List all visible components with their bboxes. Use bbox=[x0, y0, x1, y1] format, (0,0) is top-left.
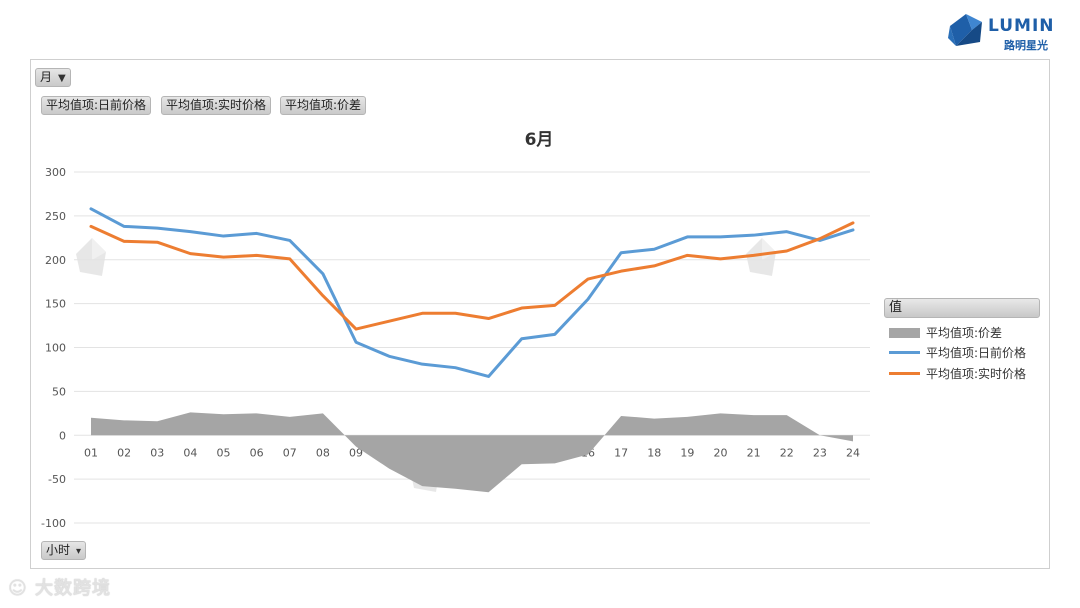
series-button-day-ahead[interactable]: 平均值项:日前价格 bbox=[41, 96, 152, 115]
x-tick-label: 22 bbox=[780, 446, 794, 459]
lumin-watermarks bbox=[76, 238, 776, 492]
brand-subtitle: 路明星光 bbox=[1004, 39, 1048, 52]
legend-swatch bbox=[889, 351, 920, 354]
x-tick-label: 04 bbox=[183, 446, 197, 459]
hour-filter-button[interactable]: 小时 ▾ bbox=[41, 541, 87, 560]
series-area-spread bbox=[91, 412, 853, 493]
hour-filter-label: 小时 bbox=[46, 543, 71, 557]
legend-label: 平均值项:日前价格 bbox=[926, 346, 1027, 360]
month-filter-button[interactable]: 月 ▼ bbox=[35, 68, 71, 87]
x-tick-label: 07 bbox=[283, 446, 297, 459]
legend-title[interactable]: 值 bbox=[884, 298, 1040, 318]
x-tick-label: 20 bbox=[713, 446, 727, 459]
x-tick-label: 03 bbox=[150, 446, 164, 459]
legend-label: 平均值项:价差 bbox=[926, 326, 1003, 340]
month-filter-label: 月 bbox=[40, 70, 53, 84]
y-tick-label: -50 bbox=[48, 473, 66, 486]
x-tick-label: 18 bbox=[647, 446, 661, 459]
y-tick-label: 0 bbox=[59, 429, 66, 442]
y-axis-ticks: -100 -50 0 50 100 150 200 250 300 bbox=[41, 166, 66, 530]
watermark-icon: ☺ bbox=[8, 578, 28, 599]
series-button-label: 平均值项:价差 bbox=[285, 98, 362, 112]
pivot-chart-frame bbox=[30, 59, 1050, 569]
dropdown-icon: ▾ bbox=[76, 546, 82, 557]
series-line-day-ahead bbox=[89, 207, 855, 378]
chart-title: 6月 bbox=[525, 130, 554, 150]
filter-icon: ▼ bbox=[58, 73, 66, 84]
x-tick-label: 02 bbox=[117, 446, 131, 459]
y-tick-label: -100 bbox=[41, 517, 66, 530]
y-tick-label: 150 bbox=[45, 298, 66, 311]
watermark-text: 大数跨境 bbox=[35, 578, 112, 599]
x-tick-label: 06 bbox=[250, 446, 264, 459]
legend-swatch bbox=[889, 372, 920, 375]
brand-logo: LUMIN 路明星光 bbox=[946, 12, 1056, 52]
y-tick-label: 100 bbox=[45, 342, 66, 355]
brand-name: LUMIN bbox=[988, 16, 1055, 36]
watermark-bottom-left: ☺ 大数跨境 bbox=[8, 574, 111, 602]
legend-swatch bbox=[889, 328, 920, 338]
series-button-spread[interactable]: 平均值项:价差 bbox=[280, 96, 367, 115]
x-tick-label: 24 bbox=[846, 446, 860, 459]
y-tick-label: 200 bbox=[45, 254, 66, 267]
y-tick-label: 250 bbox=[45, 210, 66, 223]
x-tick-label: 08 bbox=[316, 446, 330, 459]
x-tick-label: 09 bbox=[349, 446, 363, 459]
x-tick-label: 05 bbox=[217, 446, 231, 459]
lumin-logo-icon bbox=[948, 14, 982, 46]
legend-label: 平均值项:实时价格 bbox=[926, 367, 1027, 381]
x-tick-label: 01 bbox=[84, 446, 98, 459]
chart-series bbox=[89, 207, 855, 493]
y-tick-label: 50 bbox=[52, 385, 66, 398]
x-tick-label: 17 bbox=[614, 446, 628, 459]
series-line-real-time bbox=[89, 221, 855, 331]
x-tick-label: 21 bbox=[747, 446, 761, 459]
x-tick-label: 23 bbox=[813, 446, 827, 459]
watermark-logo-icon bbox=[76, 238, 106, 276]
series-button-real-time[interactable]: 平均值项:实时价格 bbox=[161, 96, 272, 115]
series-button-label: 平均值项:实时价格 bbox=[166, 98, 267, 112]
series-button-label: 平均值项:日前价格 bbox=[46, 98, 147, 112]
y-tick-label: 300 bbox=[45, 166, 66, 179]
x-tick-label: 19 bbox=[680, 446, 694, 459]
